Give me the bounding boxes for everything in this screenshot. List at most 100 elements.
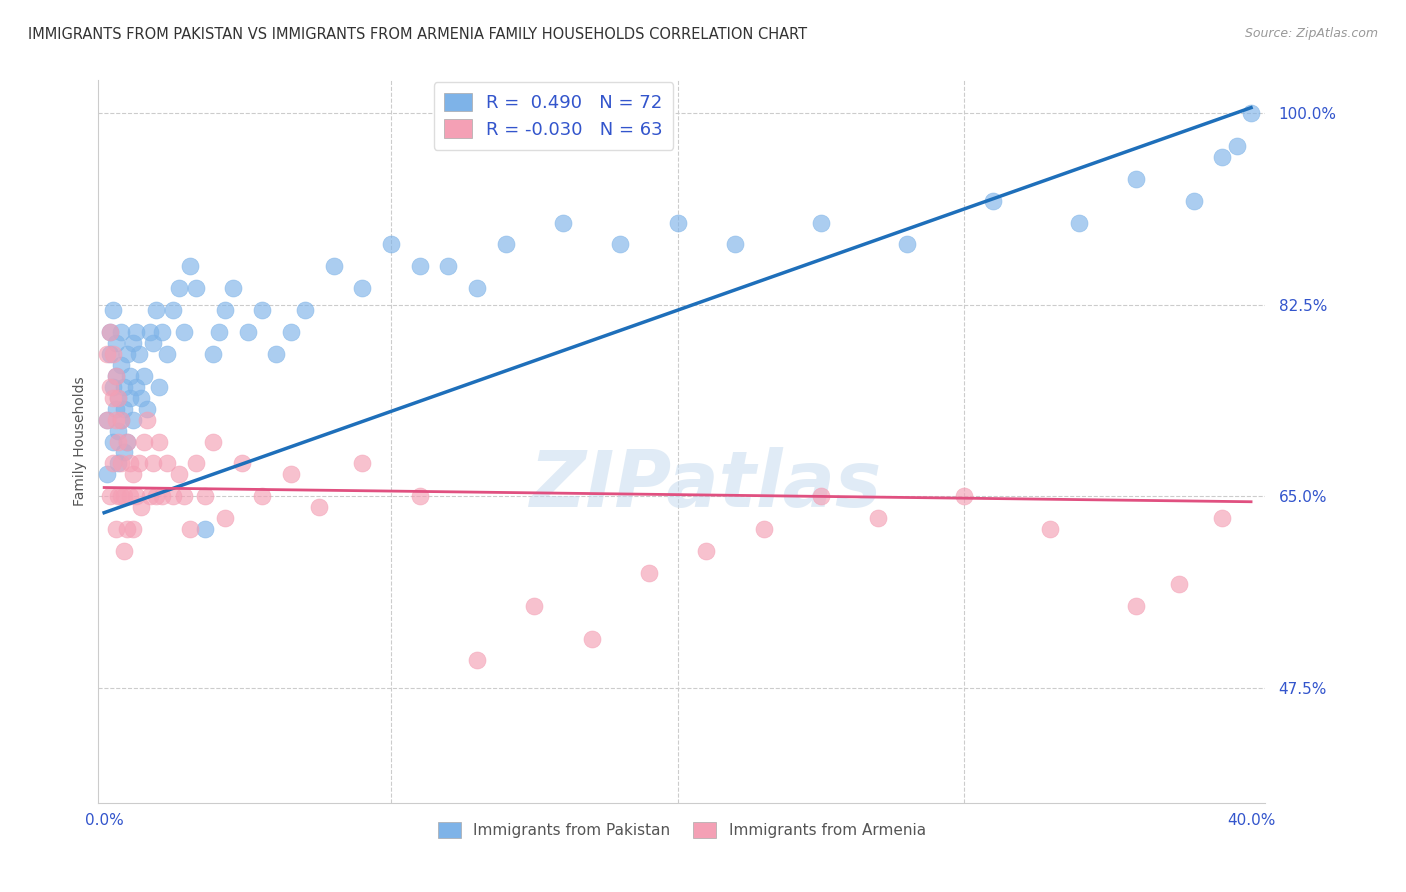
Point <box>150 489 173 503</box>
Point <box>101 303 124 318</box>
Point <box>101 347 124 361</box>
Point <box>352 457 374 471</box>
Point <box>115 434 138 449</box>
Point <box>112 401 135 416</box>
Point <box>150 325 173 339</box>
Point <box>115 434 138 449</box>
Point <box>125 380 148 394</box>
Point <box>250 303 273 318</box>
Point <box>280 325 302 339</box>
Point <box>134 434 156 449</box>
Point <box>179 522 201 536</box>
Point <box>139 489 162 503</box>
Point <box>104 401 127 416</box>
Point <box>145 489 167 503</box>
Point <box>156 457 179 471</box>
Point <box>1168 577 1191 591</box>
Point <box>96 467 118 482</box>
Point <box>98 489 121 503</box>
Point <box>173 489 195 503</box>
Point <box>121 336 143 351</box>
Point <box>115 347 138 361</box>
Point <box>868 511 890 525</box>
Point <box>128 347 150 361</box>
Point <box>167 281 190 295</box>
Point <box>437 260 460 274</box>
Point <box>107 391 129 405</box>
Point <box>121 522 143 536</box>
Point <box>322 260 344 274</box>
Point <box>495 237 517 252</box>
Text: IMMIGRANTS FROM PAKISTAN VS IMMIGRANTS FROM ARMENIA FAMILY HOUSEHOLDS CORRELATIO: IMMIGRANTS FROM PAKISTAN VS IMMIGRANTS F… <box>28 27 807 42</box>
Point <box>142 457 165 471</box>
Point <box>125 325 148 339</box>
Point <box>162 303 184 318</box>
Point <box>294 303 316 318</box>
Point <box>128 457 150 471</box>
Point <box>148 434 170 449</box>
Point <box>202 434 225 449</box>
Point <box>118 368 141 383</box>
Point <box>110 325 132 339</box>
Point <box>107 424 129 438</box>
Point <box>308 500 330 515</box>
Point <box>193 489 215 503</box>
Point <box>179 260 201 274</box>
Point <box>162 489 184 503</box>
Y-axis label: Family Households: Family Households <box>73 376 87 507</box>
Point <box>1226 139 1249 153</box>
Text: Source: ZipAtlas.com: Source: ZipAtlas.com <box>1244 27 1378 40</box>
Point <box>953 489 976 503</box>
Point <box>125 489 148 503</box>
Text: ZIPatlas: ZIPatlas <box>529 447 882 523</box>
Point <box>408 489 430 503</box>
Point <box>581 632 603 646</box>
Point <box>98 347 121 361</box>
Point <box>1211 511 1233 525</box>
Point <box>231 457 253 471</box>
Point <box>104 522 127 536</box>
Point <box>118 391 141 405</box>
Point <box>110 489 132 503</box>
Point <box>148 380 170 394</box>
Point <box>465 281 488 295</box>
Point <box>408 260 430 274</box>
Point <box>1240 106 1263 120</box>
Point <box>136 401 159 416</box>
Point <box>121 412 143 426</box>
Point <box>896 237 918 252</box>
Point <box>1039 522 1062 536</box>
Point <box>104 336 127 351</box>
Point <box>222 281 245 295</box>
Point <box>96 347 118 361</box>
Point <box>142 336 165 351</box>
Point <box>107 391 129 405</box>
Point <box>112 489 135 503</box>
Point <box>551 216 574 230</box>
Point <box>118 457 141 471</box>
Point <box>145 303 167 318</box>
Point <box>110 412 132 426</box>
Point <box>107 457 129 471</box>
Point <box>107 489 129 503</box>
Point <box>101 434 124 449</box>
Point <box>110 412 132 426</box>
Point <box>202 347 225 361</box>
Point <box>214 511 236 525</box>
Point <box>1182 194 1205 208</box>
Point <box>380 237 402 252</box>
Point <box>107 434 129 449</box>
Point <box>465 653 488 667</box>
Point <box>214 303 236 318</box>
Point <box>666 216 689 230</box>
Point <box>112 445 135 459</box>
Point <box>121 467 143 482</box>
Point <box>1067 216 1090 230</box>
Point <box>173 325 195 339</box>
Point <box>139 325 162 339</box>
Point <box>110 457 132 471</box>
Point <box>810 489 832 503</box>
Point <box>208 325 231 339</box>
Point <box>280 467 302 482</box>
Point <box>115 522 138 536</box>
